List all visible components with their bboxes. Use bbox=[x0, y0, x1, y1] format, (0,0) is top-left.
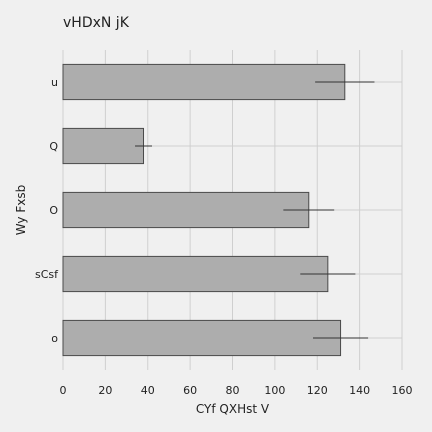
y-tick-label: o bbox=[51, 332, 58, 345]
bar-sCsf bbox=[62, 255, 329, 293]
y-tick-label: O bbox=[49, 204, 58, 217]
x-tick-label: 40 bbox=[141, 384, 155, 397]
chart-title: vHDxN jK bbox=[63, 15, 130, 31]
bar-Q bbox=[62, 127, 145, 165]
bar-u bbox=[62, 63, 346, 101]
x-tick-label: 160 bbox=[392, 384, 413, 397]
y-tick-label: sCsf bbox=[35, 268, 59, 281]
error-bars bbox=[135, 81, 375, 339]
y-tick-label: u bbox=[51, 76, 58, 89]
bar-O bbox=[62, 191, 310, 229]
bar-o bbox=[62, 319, 342, 357]
x-tick-label: 0 bbox=[60, 384, 67, 397]
x-tick-label: 120 bbox=[307, 384, 328, 397]
x-tick-label: 20 bbox=[98, 384, 112, 397]
x-tick-labels: 0 20 40 60 80 100 120 140 160 bbox=[60, 384, 413, 397]
x-tick-label: 80 bbox=[226, 384, 240, 397]
x-tick-label: 140 bbox=[349, 384, 370, 397]
y-axis-label: Wy Fxsb bbox=[14, 185, 28, 235]
y-tick-label: Q bbox=[49, 140, 58, 153]
x-axis-label: CYf QXHst V bbox=[196, 402, 270, 416]
x-tick-label: 100 bbox=[264, 384, 285, 397]
x-tick-label: 60 bbox=[183, 384, 197, 397]
